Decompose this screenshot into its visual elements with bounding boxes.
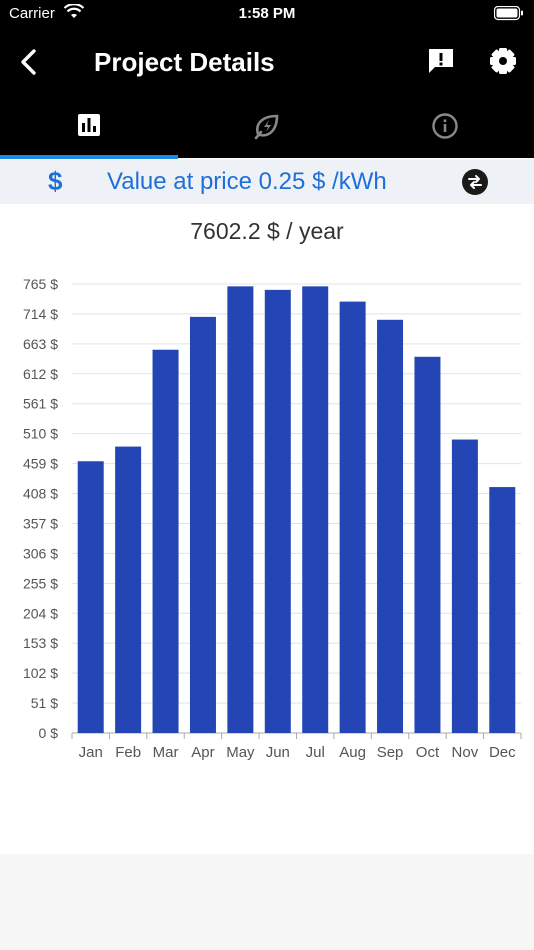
- gear-icon: [490, 48, 516, 74]
- x-tick-label: Mar: [153, 744, 179, 761]
- swap-icon: [462, 169, 488, 195]
- y-tick-label: 459 $: [23, 456, 58, 472]
- dollar-icon: $: [48, 166, 63, 196]
- eco-bolt-icon: [254, 114, 279, 140]
- x-tick-label: Dec: [489, 744, 516, 761]
- monthly-value-bar-chart: 0 $ 51 $ 102 $ 153 $ 204 $ 255 $ 306 $ 357 $ 408…: [23, 276, 522, 761]
- price-label[interactable]: Value at price 0.25 $ /kWh: [107, 168, 387, 195]
- tab-bar: [0, 104, 534, 158]
- bar-mar: [152, 349, 179, 733]
- y-tick-label: 255 $: [23, 575, 58, 591]
- bar-jun: [264, 289, 291, 733]
- x-tick-label: Oct: [416, 744, 440, 761]
- x-tick-label: Aug: [339, 744, 366, 761]
- x-tick-label: Feb: [115, 744, 141, 761]
- y-tick-label: 51 $: [31, 695, 58, 711]
- back-button[interactable]: [14, 44, 46, 80]
- y-tick-label: 153 $: [23, 635, 58, 651]
- active-tab-indicator: [0, 155, 178, 159]
- settings-button[interactable]: [488, 46, 518, 76]
- bar-nov: [451, 439, 478, 733]
- tab-chart[interactable]: [0, 104, 178, 158]
- bar-apr: [189, 316, 216, 733]
- feedback-button[interactable]: [426, 46, 456, 76]
- tab-energy[interactable]: [178, 104, 356, 158]
- bar-may: [227, 286, 254, 733]
- status-bar: Carrier 1:58 PM: [0, 0, 534, 30]
- y-tick-label: 306 $: [23, 545, 58, 561]
- carrier-label: Carrier: [9, 5, 55, 22]
- x-tick-label: Sep: [377, 744, 404, 761]
- y-tick-label: 765 $: [23, 276, 58, 292]
- chevron-left-icon: [21, 49, 36, 75]
- y-tick-label: 408 $: [23, 486, 58, 502]
- bar-aug: [339, 301, 366, 733]
- y-tick-label: 0 $: [39, 725, 59, 741]
- y-tick-label: 102 $: [23, 665, 58, 681]
- y-tick-label: 510 $: [23, 426, 58, 442]
- bar-jan: [77, 461, 104, 733]
- x-tick-label: May: [226, 744, 255, 761]
- y-tick-label: 204 $: [23, 605, 58, 621]
- bar-jul: [302, 286, 329, 733]
- annual-total: 7602.2 $ / year: [190, 218, 344, 244]
- bar-sep: [377, 319, 404, 733]
- navigation-bar: Project Details: [0, 34, 534, 90]
- header: Carrier 1:58 PM Project Details: [0, 0, 534, 158]
- battery-icon: [493, 5, 524, 25]
- y-tick-label: 714 $: [23, 306, 58, 322]
- y-tick-label: 663 $: [23, 336, 58, 352]
- x-tick-label: Nov: [452, 744, 479, 761]
- info-icon: [432, 113, 458, 139]
- x-tick-label: Jan: [79, 744, 103, 761]
- x-tick-label: Jul: [306, 744, 325, 761]
- wifi-icon: [63, 3, 85, 24]
- swap-units-button[interactable]: [462, 169, 488, 195]
- bar-dec: [489, 487, 516, 733]
- y-tick-label: 357 $: [23, 515, 58, 531]
- bar-oct: [414, 356, 441, 733]
- bar-feb: [115, 446, 142, 733]
- bar-chart-icon: [78, 114, 100, 136]
- y-tick-label: 612 $: [23, 366, 58, 382]
- clock: 1:58 PM: [238, 5, 296, 22]
- page-title: Project Details: [94, 47, 275, 77]
- y-tick-label: 561 $: [23, 396, 58, 412]
- x-tick-label: Jun: [266, 744, 290, 761]
- price-bar: $ Value at price 0.25 $ /kWh: [0, 160, 534, 204]
- feedback-icon: [429, 49, 453, 73]
- x-tick-label: Apr: [191, 744, 214, 761]
- tab-info[interactable]: [356, 104, 534, 158]
- chart-panel: 7602.2 $ / year 0 $ 51 $ 102 $ 153 $ 204 $ 25…: [0, 204, 534, 854]
